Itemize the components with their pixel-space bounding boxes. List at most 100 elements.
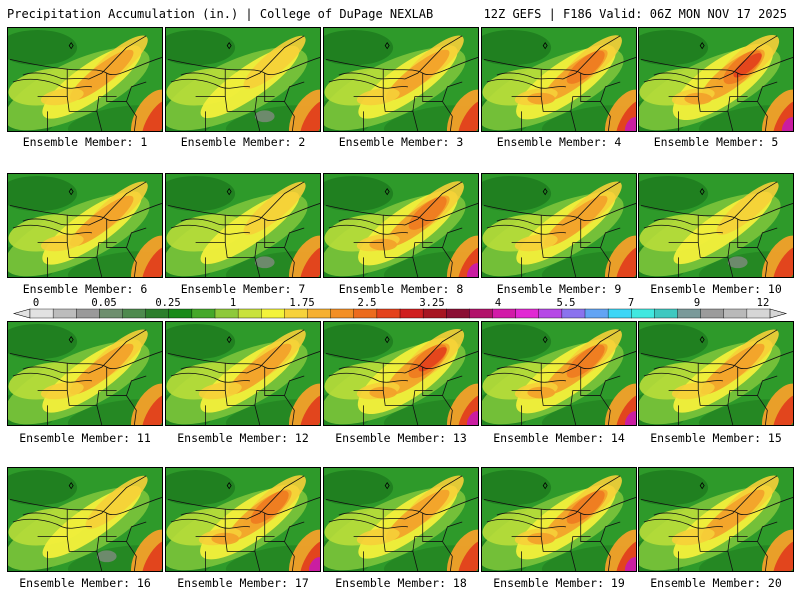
colorbar-bin (145, 308, 170, 319)
precip-map (8, 468, 162, 571)
colorbar-bin (261, 308, 285, 319)
ensemble-member-label: Ensemble Member: 15 (650, 431, 782, 445)
ensemble-member-label: Ensemble Member: 4 (496, 135, 622, 149)
colorbar-bin (700, 308, 725, 319)
ensemble-member-map (481, 173, 637, 278)
ensemble-member-map (7, 321, 163, 426)
ensemble-member-label: Ensemble Member: 19 (493, 576, 625, 590)
precip-map (8, 174, 162, 277)
colorbar-bin (353, 308, 378, 319)
ensemble-member-label: Ensemble Member: 17 (177, 576, 309, 590)
colorbar-bin (284, 308, 308, 319)
colorbar-bin (29, 308, 54, 319)
colorbar-right-arrow (769, 308, 788, 319)
ensemble-member-label: Ensemble Member: 7 (180, 282, 306, 296)
ensemble-member-label: Ensemble Member: 6 (22, 282, 148, 296)
ensemble-member-label: Ensemble Member: 1 (22, 135, 148, 149)
colorbar-bin (607, 308, 632, 319)
ensemble-member-label: Ensemble Member: 9 (496, 282, 622, 296)
ensemble-member-map (481, 27, 637, 132)
colorbar-tick-label: 1.75 (289, 297, 315, 309)
colorbar-bin (52, 308, 77, 319)
ensemble-member-map (323, 173, 479, 278)
ensemble-member-map (165, 173, 321, 278)
ensemble-member-label: Ensemble Member: 11 (19, 431, 151, 445)
precip-map (482, 174, 636, 277)
ensemble-member-label: Ensemble Member: 13 (335, 431, 467, 445)
ensemble-member-map (638, 27, 794, 132)
model-run-info: 12Z GEFS | F186 Valid: 06Z MON NOV 17 20… (483, 7, 787, 21)
colorbar-bin (746, 308, 771, 319)
precip-map (639, 28, 793, 131)
colorbar-bin (492, 308, 517, 319)
precip-map (639, 174, 793, 277)
colorbar-bin (515, 308, 540, 319)
ensemble-member-map (323, 27, 479, 132)
ensemble-member-map (7, 467, 163, 572)
colorbar-bin (191, 308, 216, 319)
ensemble-member-label: Ensemble Member: 5 (653, 135, 779, 149)
precip-map (324, 322, 478, 425)
page-title: Precipitation Accumulation (in.) | Colle… (7, 7, 434, 21)
ensemble-member-label: Ensemble Member: 20 (650, 576, 782, 590)
ensemble-member-label: Ensemble Member: 3 (338, 135, 464, 149)
precip-map (8, 28, 162, 131)
colorbar-bin (654, 308, 678, 319)
ensemble-member-label: Ensemble Member: 10 (650, 282, 782, 296)
ensemble-member-map (165, 467, 321, 572)
colorbar-bin (307, 308, 332, 319)
colorbar-bin (631, 308, 655, 319)
colorbar-bin (99, 308, 123, 319)
ensemble-member-map (323, 467, 479, 572)
colorbar-bin (538, 308, 563, 319)
precip-map (639, 322, 793, 425)
colorbar (12, 308, 788, 319)
colorbar-tick-label: 4 (494, 297, 502, 309)
colorbar-left-arrow (12, 308, 31, 319)
precip-map (166, 28, 320, 131)
colorbar-bin (76, 308, 100, 319)
precip-map (482, 28, 636, 131)
precip-map (166, 322, 320, 425)
precip-map (324, 28, 478, 131)
ensemble-member-label: Ensemble Member: 14 (493, 431, 625, 445)
precip-map (324, 468, 478, 571)
colorbar-tick-label: 3.25 (419, 297, 445, 309)
colorbar-tick-label: 9 (693, 297, 701, 309)
colorbar-bin (677, 308, 702, 319)
colorbar-bin (376, 308, 401, 319)
ensemble-member-map (165, 321, 321, 426)
ensemble-member-map (481, 467, 637, 572)
colorbar-bin (237, 308, 262, 319)
colorbar-bin (723, 308, 748, 319)
precip-map (166, 468, 320, 571)
ensemble-member-label: Ensemble Member: 18 (335, 576, 467, 590)
colorbar-tick-label: 7 (627, 297, 635, 309)
ensemble-member-label: Ensemble Member: 16 (19, 576, 151, 590)
colorbar-bin (422, 308, 447, 319)
ensemble-member-label: Ensemble Member: 8 (338, 282, 464, 296)
colorbar-tick-label: 0 (32, 297, 40, 309)
colorbar-bin (214, 308, 239, 319)
ensemble-member-label: Ensemble Member: 2 (180, 135, 306, 149)
colorbar-tick-label: 0.05 (91, 297, 117, 309)
ensemble-member-map (323, 321, 479, 426)
colorbar-tick-label: 2.5 (357, 297, 377, 309)
precip-map (324, 174, 478, 277)
ensemble-member-map (638, 173, 794, 278)
precip-map (8, 322, 162, 425)
precip-map (482, 322, 636, 425)
precip-map (166, 174, 320, 277)
precip-map (639, 468, 793, 571)
colorbar-bin (330, 308, 355, 319)
ensemble-member-map (638, 467, 794, 572)
precip-map (482, 468, 636, 571)
colorbar-bin (561, 308, 586, 319)
ensemble-member-label: Ensemble Member: 12 (177, 431, 309, 445)
ensemble-member-map (7, 27, 163, 132)
colorbar-bin (469, 308, 493, 319)
colorbar-bin (122, 308, 147, 319)
colorbar-bin (584, 308, 609, 319)
colorbar-tick-label: 12 (756, 297, 770, 309)
colorbar-bin (399, 308, 424, 319)
